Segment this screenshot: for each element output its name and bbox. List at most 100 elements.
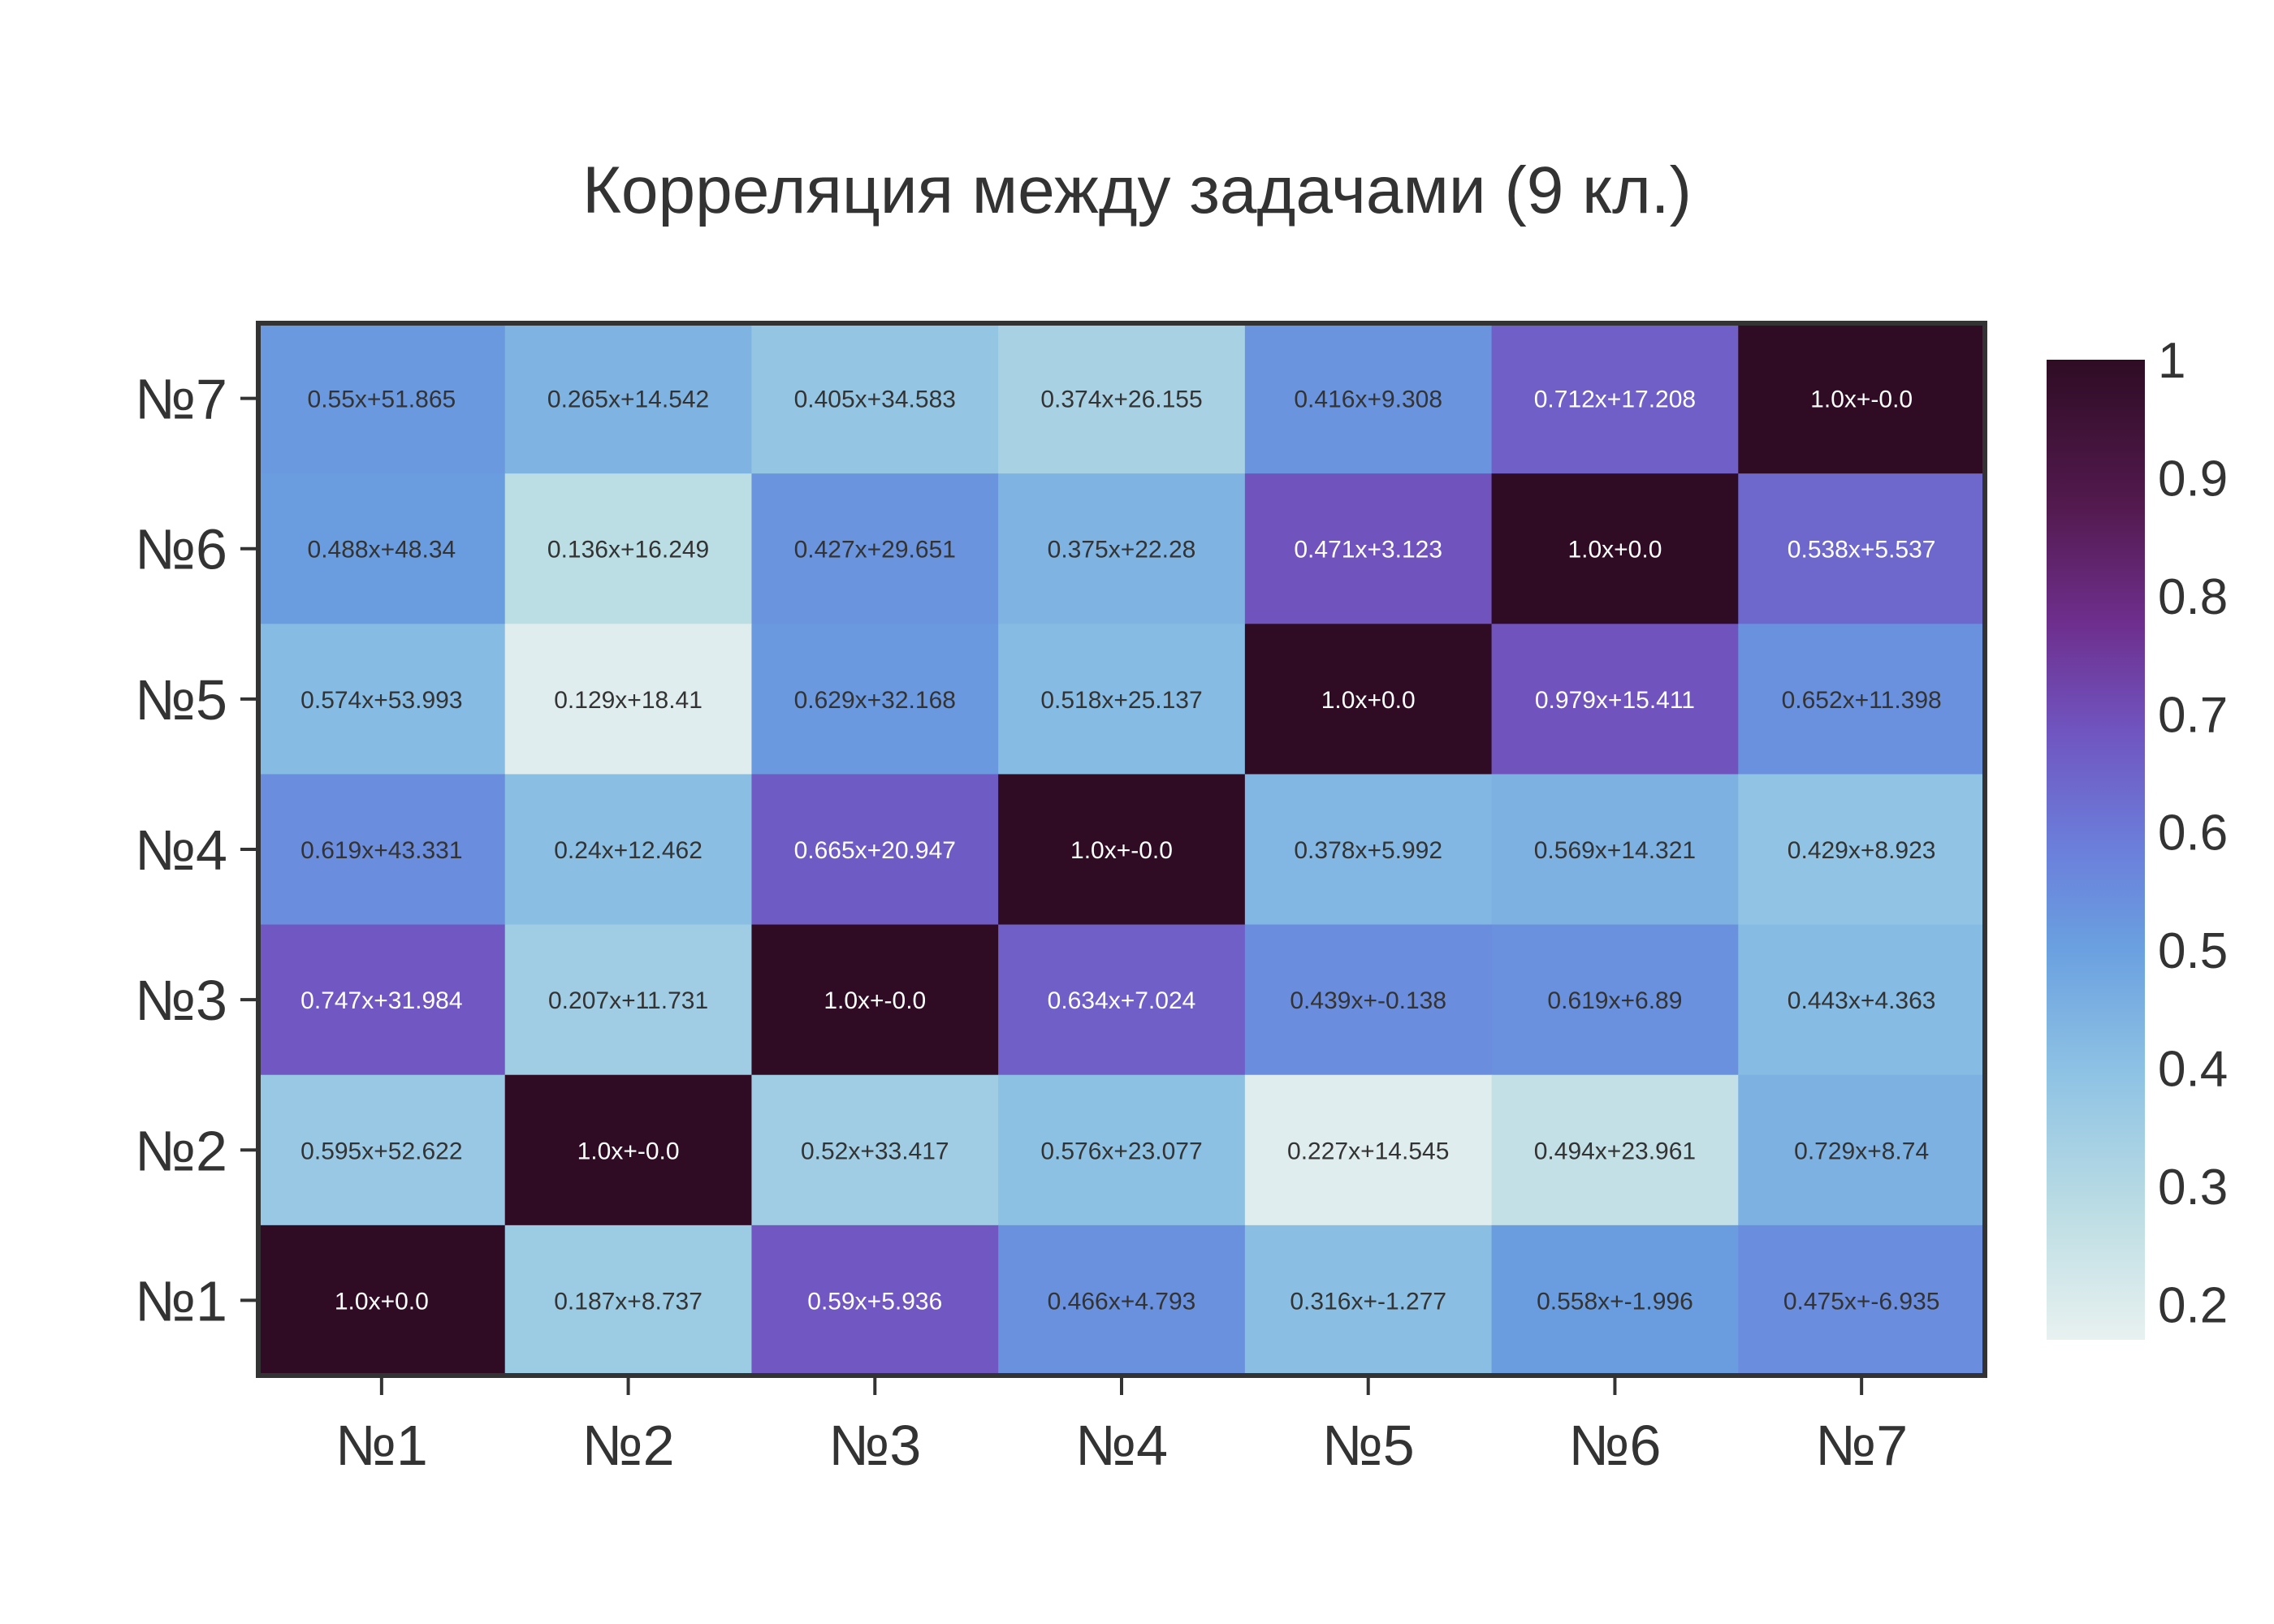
cell-label: 0.712x+17.208 — [1534, 387, 1696, 413]
heatmap-cell — [1491, 473, 1739, 624]
cell-label: 0.652x+11.398 — [1782, 687, 1942, 714]
heatmap-cell — [1244, 924, 1493, 1076]
heatmap-cell — [258, 624, 506, 775]
colorbar-tick-label: 0.4 — [2158, 1042, 2228, 1098]
heatmap-cell — [1491, 924, 1739, 1076]
colorbar-tick-label: 0.7 — [2158, 687, 2228, 743]
cell-label: 0.558x+-1.996 — [1537, 1288, 1693, 1315]
cell-label: 0.374x+26.155 — [1040, 387, 1202, 413]
cell-label: 0.55x+51.865 — [308, 387, 456, 413]
heatmap-cell — [1738, 774, 1986, 926]
cell-label: 1.0x+-0.0 — [1810, 387, 1913, 413]
heatmap-cell — [1738, 1074, 1986, 1226]
x-tick-label: №2 — [582, 1414, 675, 1477]
cell-label: 0.466x+4.793 — [1048, 1288, 1196, 1315]
heatmap-cell — [504, 1074, 753, 1226]
heatmap-cell — [1491, 1074, 1739, 1226]
cell-label: 0.375x+22.28 — [1048, 537, 1196, 564]
colorbar-ticks: 1 0.9 0.8 0.7 0.6 0.5 0.4 0.3 0.2 — [2158, 333, 2228, 1333]
heatmap-cell — [751, 473, 999, 624]
cell-label: 0.471x+3.123 — [1294, 537, 1442, 564]
cell-label: 0.265x+14.542 — [547, 387, 709, 413]
heatmap-cell — [998, 323, 1246, 474]
cell-label: 0.629x+32.168 — [794, 687, 956, 714]
cell-label: 0.619x+43.331 — [300, 837, 462, 864]
cell-label: 0.443x+4.363 — [1788, 987, 1936, 1014]
x-tick-label: №1 — [335, 1414, 428, 1477]
cell-label: 0.427x+29.651 — [794, 537, 956, 564]
heatmap-cell — [258, 1074, 506, 1226]
cell-label: 1.0x+-0.0 — [824, 987, 926, 1014]
cell-label: 0.136x+16.249 — [547, 537, 709, 564]
heatmap-cell — [1738, 624, 1986, 775]
heatmap-cell — [1738, 473, 1986, 624]
heatmap-cell — [504, 1224, 753, 1376]
heatmap-cells — [258, 323, 1986, 1376]
heatmap-cell — [1491, 1224, 1739, 1376]
colorbar-tick-label: 0.9 — [2158, 451, 2228, 507]
x-tick-label: №7 — [1815, 1414, 1908, 1477]
colorbar-tick-label: 0.3 — [2158, 1160, 2228, 1216]
cell-label: 0.574x+53.993 — [300, 687, 462, 714]
heatmap-cell — [504, 624, 753, 775]
cell-label: 0.405x+34.583 — [794, 387, 956, 413]
y-tick-label: №4 — [135, 818, 227, 882]
x-tick-label: №3 — [828, 1414, 921, 1477]
cell-label: 0.429x+8.923 — [1788, 837, 1936, 864]
y-tick-label: №2 — [135, 1119, 227, 1182]
colorbar — [2047, 360, 2145, 1340]
heatmap-cell — [258, 774, 506, 926]
heatmap-cell — [751, 624, 999, 775]
chart-title: Корреляция между задачами (9 кл.) — [582, 153, 1692, 227]
heatmap-cell — [751, 1074, 999, 1226]
heatmap-cell — [998, 924, 1246, 1076]
cell-label: 0.475x+-6.935 — [1783, 1288, 1940, 1315]
cell-label: 0.24x+12.462 — [554, 837, 703, 864]
y-axis: №7 №6 №5 №4 №3 №2 №1 — [135, 368, 258, 1332]
heatmap-cell — [1244, 1224, 1493, 1376]
cell-label: 0.494x+23.961 — [1534, 1138, 1696, 1164]
colorbar-tick-label: 0.2 — [2158, 1277, 2228, 1333]
x-tick-label: №5 — [1322, 1414, 1415, 1477]
heatmap-cell — [1491, 323, 1739, 474]
heatmap-cell — [751, 323, 999, 474]
cell-label: 0.747x+31.984 — [300, 987, 462, 1014]
x-axis: №1 №2 №3 №4 №5 №6 №7 — [335, 1376, 1908, 1477]
cell-label: 0.416x+9.308 — [1294, 387, 1442, 413]
cell-label: 0.227x+14.545 — [1287, 1138, 1449, 1164]
cell-label: 0.52x+33.417 — [801, 1138, 949, 1164]
cell-label: 0.439x+-0.138 — [1290, 987, 1446, 1014]
cell-label: 0.569x+14.321 — [1534, 837, 1696, 864]
cell-label: 1.0x+-0.0 — [1070, 837, 1173, 864]
heatmap-cell — [1244, 774, 1493, 926]
heatmap-cell — [998, 1224, 1246, 1376]
heatmap-cell — [998, 473, 1246, 624]
cell-label: 0.595x+52.622 — [300, 1138, 462, 1164]
x-tick-label: №4 — [1075, 1414, 1168, 1477]
heatmap-cell — [504, 473, 753, 624]
heatmap-cell — [1491, 624, 1739, 775]
heatmap-cell — [1738, 924, 1986, 1076]
heatmap-cell — [504, 323, 753, 474]
heatmap-cell — [1738, 1224, 1986, 1376]
heatmap-cell — [1244, 624, 1493, 775]
cell-label: 0.378x+5.992 — [1294, 837, 1442, 864]
cell-label: 0.518x+25.137 — [1040, 687, 1202, 714]
y-tick-label: №3 — [135, 969, 227, 1032]
colorbar-tick-label: 0.8 — [2158, 569, 2228, 625]
x-tick-label: №6 — [1568, 1414, 1661, 1477]
heatmap-cell — [504, 924, 753, 1076]
y-tick-label: №1 — [135, 1269, 227, 1332]
cell-label: 0.187x+8.737 — [554, 1288, 703, 1315]
heatmap-cell — [998, 1074, 1246, 1226]
cell-label: 0.538x+5.537 — [1788, 537, 1936, 564]
cell-label: 0.619x+6.89 — [1547, 987, 1682, 1014]
colorbar-tick-label: 0.6 — [2158, 806, 2228, 862]
colorbar-tick-label: 0.5 — [2158, 923, 2228, 979]
cell-label: 1.0x+0.0 — [1321, 687, 1416, 714]
cell-label: 0.729x+8.74 — [1794, 1138, 1929, 1164]
heatmap-cell — [258, 924, 506, 1076]
heatmap-cell — [998, 624, 1246, 775]
cell-label: 1.0x+-0.0 — [577, 1138, 680, 1164]
